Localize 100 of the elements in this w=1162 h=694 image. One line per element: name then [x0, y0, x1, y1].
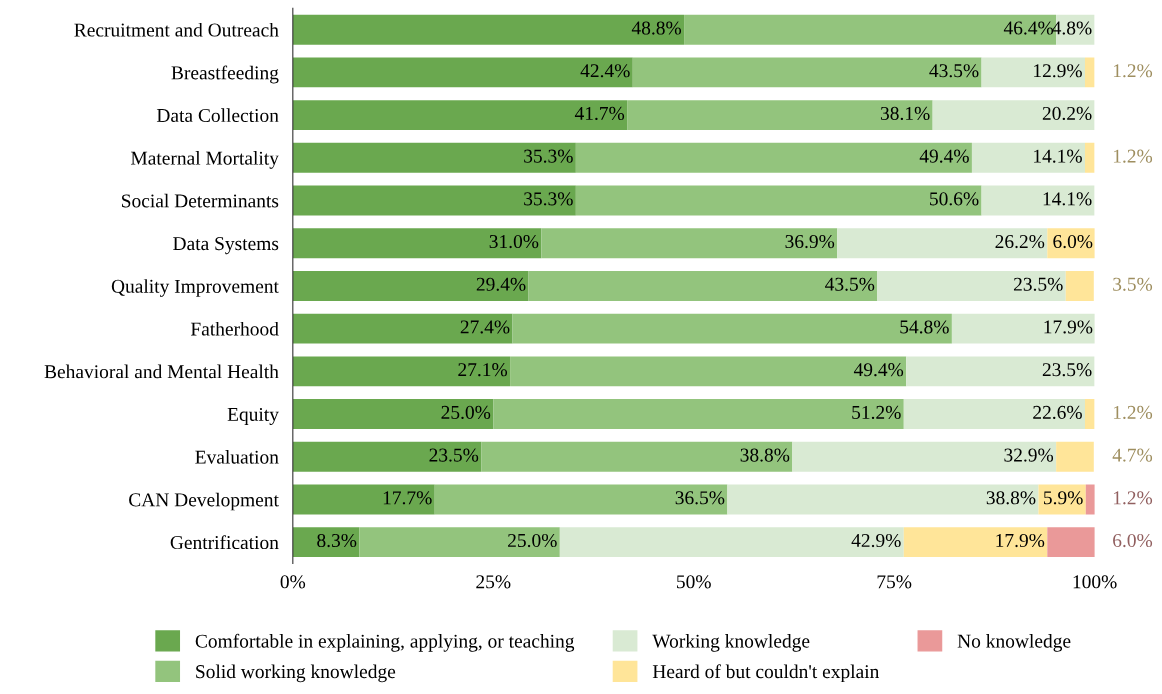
data-label: 32.9%	[1004, 448, 1054, 462]
bar	[292, 356, 511, 387]
data-label: 14.1%	[1034, 149, 1082, 163]
bar	[292, 100, 628, 131]
data-label: 35.3%	[524, 192, 573, 206]
y-tick-label: Social Determinants	[122, 193, 279, 208]
y-tick-label: Maternal Mortality	[131, 151, 279, 169]
bar	[1065, 270, 1094, 301]
bar	[632, 57, 982, 88]
x-tick-label: 0%	[280, 575, 306, 589]
y-tick-label: Breastfeeding	[171, 65, 279, 84]
bar	[575, 185, 982, 216]
data-label: 23.5%	[429, 448, 479, 462]
bar	[837, 228, 1048, 259]
y-tick-label: Data Systems	[173, 237, 279, 255]
data-label: 6.0%	[1053, 234, 1093, 249]
bar	[292, 228, 542, 259]
bar	[481, 441, 793, 472]
bar	[1047, 527, 1095, 558]
legend-label: Solid working knowledge	[196, 664, 396, 683]
bar	[1084, 142, 1095, 173]
data-label: 4.8%	[1052, 21, 1092, 35]
y-tick-label: Behavioral and Mental Health	[44, 364, 279, 379]
bar	[981, 185, 1095, 216]
data-label: 1.2%	[1113, 149, 1153, 163]
legend-label: Comfortable in explaining, applying, or teaching	[195, 633, 575, 652]
bar	[627, 100, 933, 131]
bar	[792, 441, 1057, 472]
data-label: 23.5%	[1042, 363, 1092, 377]
data-label: 36.9%	[785, 234, 835, 249]
bar	[292, 313, 513, 344]
data-label: 38.8%	[986, 491, 1036, 505]
data-label: 43.5%	[929, 64, 979, 78]
bar	[877, 270, 1066, 301]
data-label: 50.6%	[930, 192, 979, 206]
data-label: 25.0%	[508, 533, 557, 548]
bar	[1056, 441, 1094, 472]
y-tick-label: Data Collection	[156, 108, 279, 123]
data-label: 1.2%	[1113, 491, 1153, 505]
data-label: 3.5%	[1113, 277, 1153, 291]
data-label: 46.4%	[1003, 21, 1054, 35]
data-label: 36.5%	[675, 491, 725, 505]
bar	[292, 399, 494, 429]
y-tick-label: CAN Development	[129, 492, 279, 511]
data-label: 51.2%	[852, 405, 901, 419]
data-label: 54.8%	[900, 320, 949, 334]
y-tick-label: Quality Improvement	[111, 279, 279, 297]
data-label: 1.2%	[1113, 64, 1153, 78]
legend-label: Working knowledge	[652, 634, 810, 652]
data-label: 23.5%	[1013, 277, 1063, 291]
bar	[981, 57, 1085, 88]
bar	[512, 313, 952, 344]
x-tick-label: 25%	[476, 575, 511, 589]
data-label: 49.4%	[853, 363, 904, 377]
bar	[932, 100, 1095, 131]
y-tick-label: Evaluation	[195, 450, 279, 464]
bar	[292, 441, 482, 472]
bar	[292, 527, 360, 558]
data-label: 43.5%	[825, 277, 875, 291]
bar	[493, 399, 904, 429]
data-label: 17.9%	[1044, 320, 1093, 334]
data-label: 17.9%	[996, 533, 1045, 548]
data-label: 25.0%	[441, 405, 491, 419]
y-tick-label: Equity	[227, 407, 279, 425]
bar	[559, 527, 904, 558]
data-label: 22.6%	[1033, 405, 1082, 419]
x-tick-label: 75%	[877, 575, 912, 589]
bar	[575, 142, 972, 173]
data-label: 17.7%	[383, 491, 432, 505]
data-label: 5.9%	[1044, 491, 1083, 505]
data-label: 35.3%	[524, 149, 573, 163]
bar	[359, 527, 560, 558]
bar	[727, 484, 1039, 515]
bar	[971, 142, 1085, 173]
bar	[292, 142, 576, 173]
bar	[903, 399, 1085, 429]
data-label: 48.8%	[631, 21, 682, 35]
data-label: 31.0%	[489, 234, 539, 249]
x-tick-label: 100%	[1073, 575, 1117, 589]
data-label: 42.4%	[580, 64, 630, 78]
data-label: 42.9%	[851, 533, 901, 548]
bar	[510, 356, 907, 387]
data-label: 41.7%	[574, 106, 625, 121]
y-tick-label: Recruitment and Outreach	[74, 22, 279, 37]
y-tick-label: Gentrification	[170, 535, 279, 550]
legend-label: Heard of but couldn't explain	[652, 664, 880, 683]
bar	[292, 14, 685, 45]
bar	[434, 484, 728, 515]
data-label: 27.4%	[460, 320, 510, 334]
bar	[1084, 57, 1095, 88]
legend-label: No knowledge	[957, 634, 1071, 652]
bar	[528, 270, 878, 301]
data-label: 12.9%	[1034, 64, 1082, 78]
data-label: 38.1%	[880, 106, 930, 121]
data-label: 14.1%	[1043, 192, 1092, 206]
bar	[292, 270, 529, 301]
data-label: 4.7%	[1112, 448, 1153, 462]
data-label: 6.0%	[1113, 533, 1153, 548]
bar	[951, 313, 1095, 344]
bar	[1084, 399, 1095, 429]
